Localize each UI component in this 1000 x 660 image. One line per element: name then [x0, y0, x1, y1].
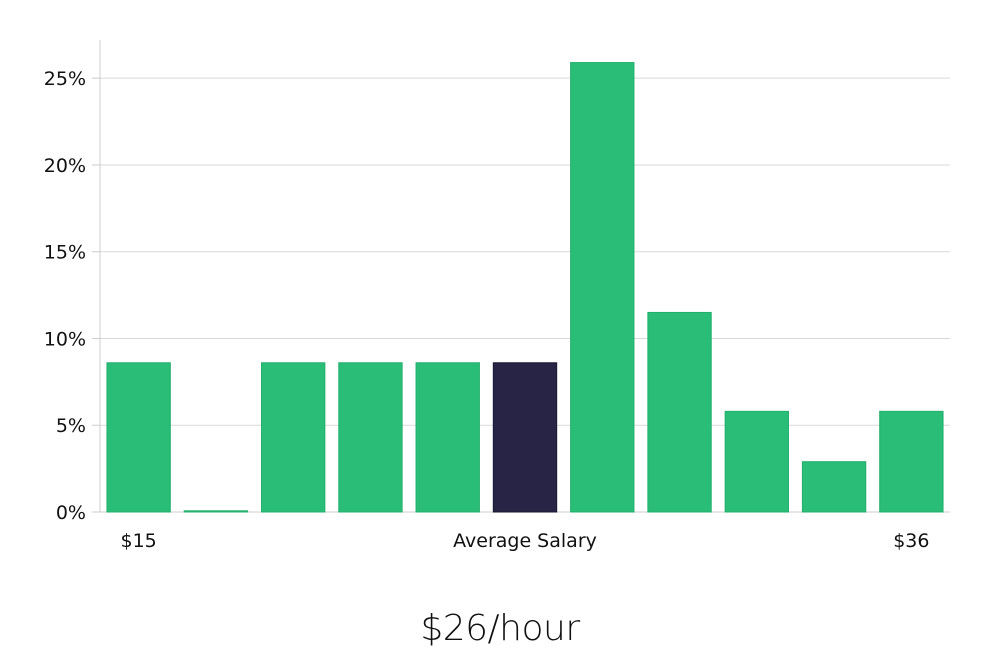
y-tick-label: 0% — [56, 502, 86, 524]
tick-labels: 0% 5% 10% 15% 20% 25% $15 Average Salary $36 — [44, 68, 930, 552]
bar — [261, 362, 326, 513]
y-tick-label: 25% — [44, 68, 86, 90]
y-tick-label: 10% — [44, 328, 86, 350]
grid-lines — [100, 77, 950, 426]
y-tick-label: 20% — [44, 155, 86, 177]
bar — [183, 510, 249, 513]
bar — [647, 311, 712, 513]
y-tick-label: 5% — [56, 415, 86, 437]
bar — [879, 410, 944, 513]
bar — [570, 62, 635, 513]
bar — [801, 461, 867, 513]
x-max-label: $36 — [893, 530, 929, 552]
bar — [338, 362, 403, 513]
bars — [106, 62, 944, 513]
x-min-label: $15 — [121, 530, 157, 552]
bar-average-highlight — [492, 362, 558, 513]
bar — [415, 362, 480, 513]
bar — [106, 362, 171, 513]
average-salary-value: $26/hour — [420, 608, 580, 649]
bar — [724, 410, 789, 513]
x-axis-title: Average Salary — [453, 530, 597, 552]
salary-histogram: 0% 5% 10% 15% 20% 25% $15 Average Salary $36 — [44, 40, 950, 552]
y-tick-label: 15% — [44, 242, 86, 264]
